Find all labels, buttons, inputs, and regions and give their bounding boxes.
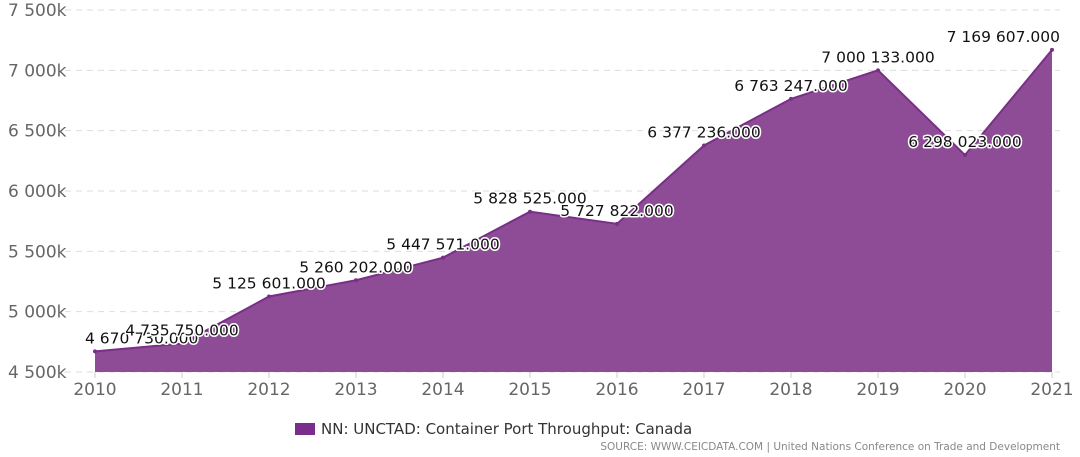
x-tick-label: 2010: [73, 380, 116, 400]
x-tick-label: 2015: [508, 380, 551, 400]
data-label: 5 125 601.000: [212, 275, 325, 293]
data-point[interactable]: [267, 294, 271, 299]
legend-swatch: [295, 423, 315, 435]
x-tick-label: 2017: [682, 380, 725, 400]
x-tick-label: 2016: [595, 380, 638, 400]
legend-label: NN: UNCTAD: Container Port Throughput: C…: [321, 420, 693, 438]
data-label: 5 828 525.000: [473, 190, 586, 208]
data-label: 4 670 730.000: [85, 329, 198, 347]
data-point[interactable]: [441, 255, 445, 260]
area-series: [93, 47, 1054, 372]
x-tick-label: 2011: [160, 380, 203, 400]
y-tick-label: 5 000k: [8, 303, 67, 323]
y-tick-label: 4 500k: [8, 363, 67, 383]
y-tick-label: 5 500k: [8, 242, 67, 262]
data-point[interactable]: [354, 278, 358, 283]
legend[interactable]: NN: UNCTAD: Container Port Throughput: C…: [295, 419, 692, 439]
y-tick-label: 6 000k: [8, 182, 67, 202]
data-point[interactable]: [876, 68, 880, 73]
data-label: 7 169 607.000: [947, 28, 1060, 46]
data-point[interactable]: [789, 96, 793, 101]
data-label: 4 735 750.000: [125, 322, 238, 340]
data-point[interactable]: [528, 209, 532, 214]
x-tick-label: 2019: [856, 380, 899, 400]
data-point[interactable]: [615, 221, 619, 226]
x-tick-label: 2021: [1030, 380, 1073, 400]
x-tick-label: 2012: [247, 380, 290, 400]
x-tick-label: 2018: [769, 380, 812, 400]
area-line: [94, 49, 1053, 353]
area-fill: [95, 49, 1052, 372]
y-tick-label: 7 500k: [8, 1, 67, 21]
data-label: 5 447 571.000: [386, 236, 499, 254]
x-tick-label: 2014: [421, 380, 464, 400]
data-point[interactable]: [702, 143, 706, 148]
data-label: 7 000 133.000: [821, 48, 934, 66]
data-point[interactable]: [1050, 47, 1054, 52]
data-label: 5 260 202.000: [299, 258, 412, 276]
y-tick-label: 7 000k: [8, 61, 67, 81]
x-tick-label: 2013: [334, 380, 377, 400]
data-point[interactable]: [180, 341, 184, 346]
data-label: 6 377 236.000: [647, 123, 760, 141]
data-point[interactable]: [93, 349, 97, 354]
y-tick-label: 6 500k: [8, 122, 67, 142]
data-point[interactable]: [963, 153, 967, 158]
data-label: 5 727 822.000: [560, 202, 673, 220]
y-axis: 4 500k 5 000k 5 500k 6 000k 6 500k 7 000k 7 50…: [8, 1, 67, 383]
data-label: 6 763 247.000: [734, 77, 847, 95]
source-credit: SOURCE: WWW.CEICDATA.COM | United Nation…: [600, 441, 1060, 453]
data-label: 6 298 023.000: [908, 133, 1021, 151]
x-tick-label: 2020: [943, 380, 986, 400]
x-axis: 2010 2011 2012 2013 2014 2015 2016 2017 2018 2019…: [73, 372, 1074, 400]
